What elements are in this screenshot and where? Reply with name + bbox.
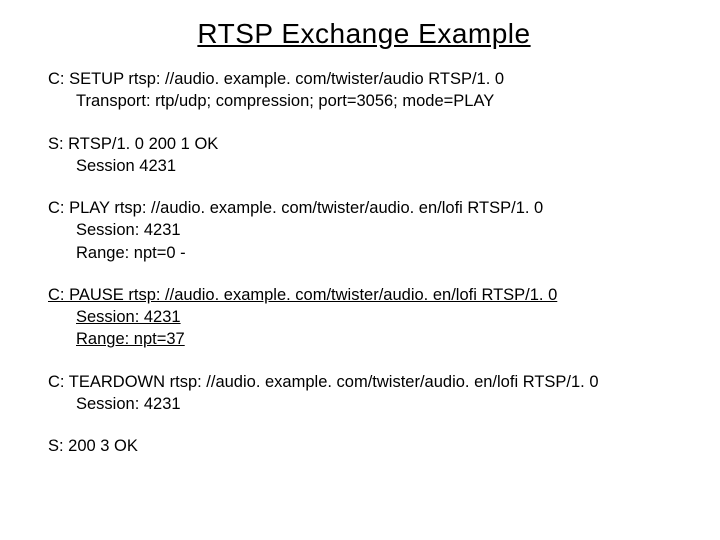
block-line: S: RTSP/1. 0 200 1 OK xyxy=(48,133,680,155)
exchange-block: S: RTSP/1. 0 200 1 OK Session 4231 xyxy=(48,133,680,178)
exchange-block: S: 200 3 OK xyxy=(48,435,680,457)
exchange-block: C: SETUP rtsp: //audio. example. com/twi… xyxy=(48,68,680,113)
exchange-block-highlighted: C: PAUSE rtsp: //audio. example. com/twi… xyxy=(48,284,680,351)
exchange-block: C: PLAY rtsp: //audio. example. com/twis… xyxy=(48,197,680,264)
block-line: C: TEARDOWN rtsp: //audio. example. com/… xyxy=(48,371,680,393)
block-line: Session: 4231 xyxy=(48,219,680,241)
block-line: Session: 4231 xyxy=(48,393,680,415)
block-line: Range: npt=0 - xyxy=(48,242,680,264)
slide-title: RTSP Exchange Example xyxy=(48,18,680,50)
block-line: C: PAUSE rtsp: //audio. example. com/twi… xyxy=(48,284,680,306)
block-line: Range: npt=37 xyxy=(48,328,680,350)
block-line: C: SETUP rtsp: //audio. example. com/twi… xyxy=(48,68,680,90)
block-line: S: 200 3 OK xyxy=(48,435,680,457)
block-line: Session 4231 xyxy=(48,155,680,177)
block-line: C: PLAY rtsp: //audio. example. com/twis… xyxy=(48,197,680,219)
block-line: Transport: rtp/udp; compression; port=30… xyxy=(48,90,680,112)
exchange-block: C: TEARDOWN rtsp: //audio. example. com/… xyxy=(48,371,680,416)
block-line: Session: 4231 xyxy=(48,306,680,328)
